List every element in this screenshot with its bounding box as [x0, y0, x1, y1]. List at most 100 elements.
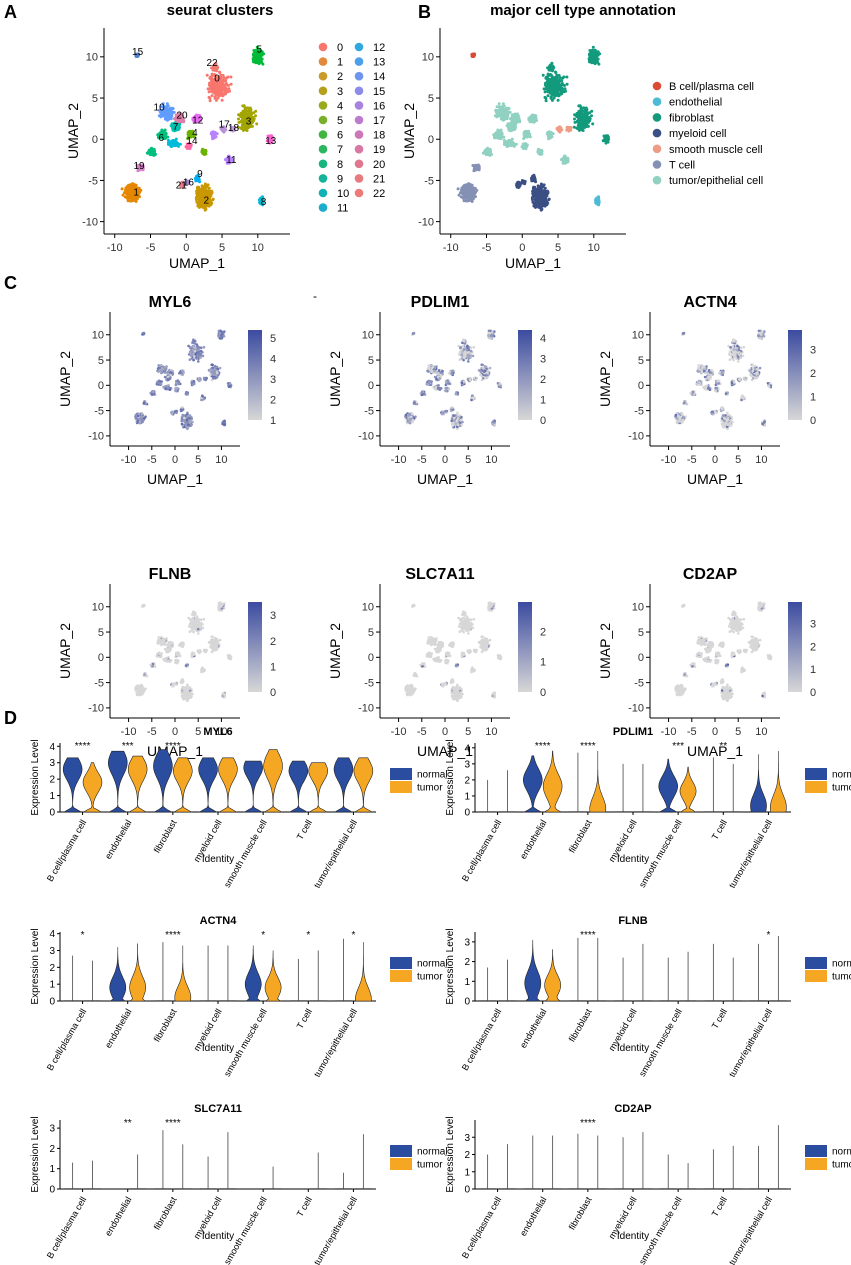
cluster-label: 7 [173, 122, 179, 133]
celltype-point [584, 108, 588, 112]
x-tick-label: -10 [443, 242, 459, 254]
celltype-point [533, 187, 537, 191]
expression-point [185, 418, 189, 422]
celltype-point [495, 109, 499, 113]
celltype-point [507, 106, 511, 110]
legend-swatch [354, 188, 364, 198]
cluster-point [206, 183, 210, 187]
legend-label: 4 [337, 100, 343, 112]
celltype-point [591, 58, 595, 62]
celltype-point [564, 158, 568, 162]
celltype-point [506, 143, 510, 146]
cluster-label: 15 [132, 47, 144, 58]
celltype-point [473, 191, 477, 195]
legend-swatch [318, 144, 328, 154]
celltype-point [548, 81, 552, 85]
legend-swatch [318, 42, 328, 52]
celltype-point [457, 193, 461, 197]
cluster-point [126, 190, 130, 194]
cluster-label: 14 [186, 136, 198, 147]
celltype-point [501, 116, 505, 120]
legend-label: 8 [337, 159, 343, 171]
celltype-point [589, 57, 593, 61]
cluster-point [212, 85, 216, 89]
panel-a-letter: A [4, 2, 17, 22]
cluster-point [253, 57, 257, 61]
cluster-point [168, 114, 172, 118]
panel-b-title: major cell type annotation [490, 2, 676, 19]
legend-label: endothelial [669, 97, 722, 109]
legend-swatch [318, 71, 328, 81]
cluster-point [174, 142, 178, 146]
x-tick-label: 0 [183, 242, 189, 254]
celltype-point [554, 70, 557, 74]
expression-point [138, 420, 142, 423]
celltype-point [540, 207, 544, 211]
cluster-label: 22 [206, 58, 218, 69]
legend-swatch [652, 81, 662, 91]
expression-point [202, 345, 206, 349]
cluster-label: 21 [176, 181, 188, 192]
celltype-point [565, 75, 569, 79]
celltype-point [552, 76, 556, 80]
legend-label: 5 [337, 115, 343, 127]
celltype-point [495, 115, 499, 119]
celltype-point [593, 53, 597, 56]
cluster-point [254, 114, 257, 118]
celltype-point [583, 126, 586, 130]
legend-swatch [652, 113, 662, 122]
celltype-point [561, 161, 565, 165]
cluster-point [197, 187, 201, 191]
cluster-point [222, 79, 226, 83]
celltype-point [591, 45, 595, 49]
celltype-point [561, 89, 564, 92]
cluster-point [198, 200, 202, 204]
celltype-point [512, 144, 516, 148]
cluster-point [137, 166, 141, 170]
celltype-point [579, 113, 583, 117]
cluster-label: 11 [226, 155, 237, 166]
celltype-point [533, 178, 537, 182]
expression-point [189, 346, 192, 349]
cluster-point [176, 144, 180, 148]
celltype-point [546, 90, 550, 94]
celltype-point [585, 117, 589, 121]
celltype-point [473, 166, 477, 170]
x-axis-label: UMAP_1 [169, 255, 225, 271]
celltype-point [577, 111, 581, 115]
celltype-point [577, 128, 581, 132]
cluster-label: 13 [265, 136, 277, 147]
celltype-point [495, 112, 499, 116]
cluster-label: 8 [261, 197, 267, 208]
legend-swatch [354, 71, 364, 81]
celltype-point [544, 96, 548, 100]
legend-swatch [318, 174, 328, 183]
legend-label: 13 [373, 57, 385, 69]
legend-label: 1 [337, 57, 343, 69]
legend-swatch [318, 130, 328, 139]
x-tick-label: 10 [252, 242, 264, 254]
celltype-points [456, 45, 611, 212]
cluster-point [220, 91, 224, 95]
celltype-point [577, 125, 581, 129]
celltype-point [556, 82, 559, 86]
celltype-point [515, 182, 519, 186]
expression-point [174, 410, 177, 413]
stray-mark: - [313, 289, 317, 303]
expression-point [191, 344, 195, 348]
celltype-point [540, 186, 544, 190]
celltype-point [548, 85, 552, 89]
celltype-point [520, 181, 524, 185]
cluster-point [159, 115, 163, 119]
cluster-point [252, 111, 256, 115]
cluster-point [241, 128, 245, 132]
y-tick-label: -10 [88, 431, 104, 443]
cluster-label: 3 [246, 116, 252, 127]
celltype-point [471, 194, 475, 198]
celltype-point [475, 188, 479, 192]
y-tick-label: 5 [428, 93, 434, 105]
celltype-point [596, 60, 599, 64]
y-tick-label: 0 [428, 134, 434, 146]
